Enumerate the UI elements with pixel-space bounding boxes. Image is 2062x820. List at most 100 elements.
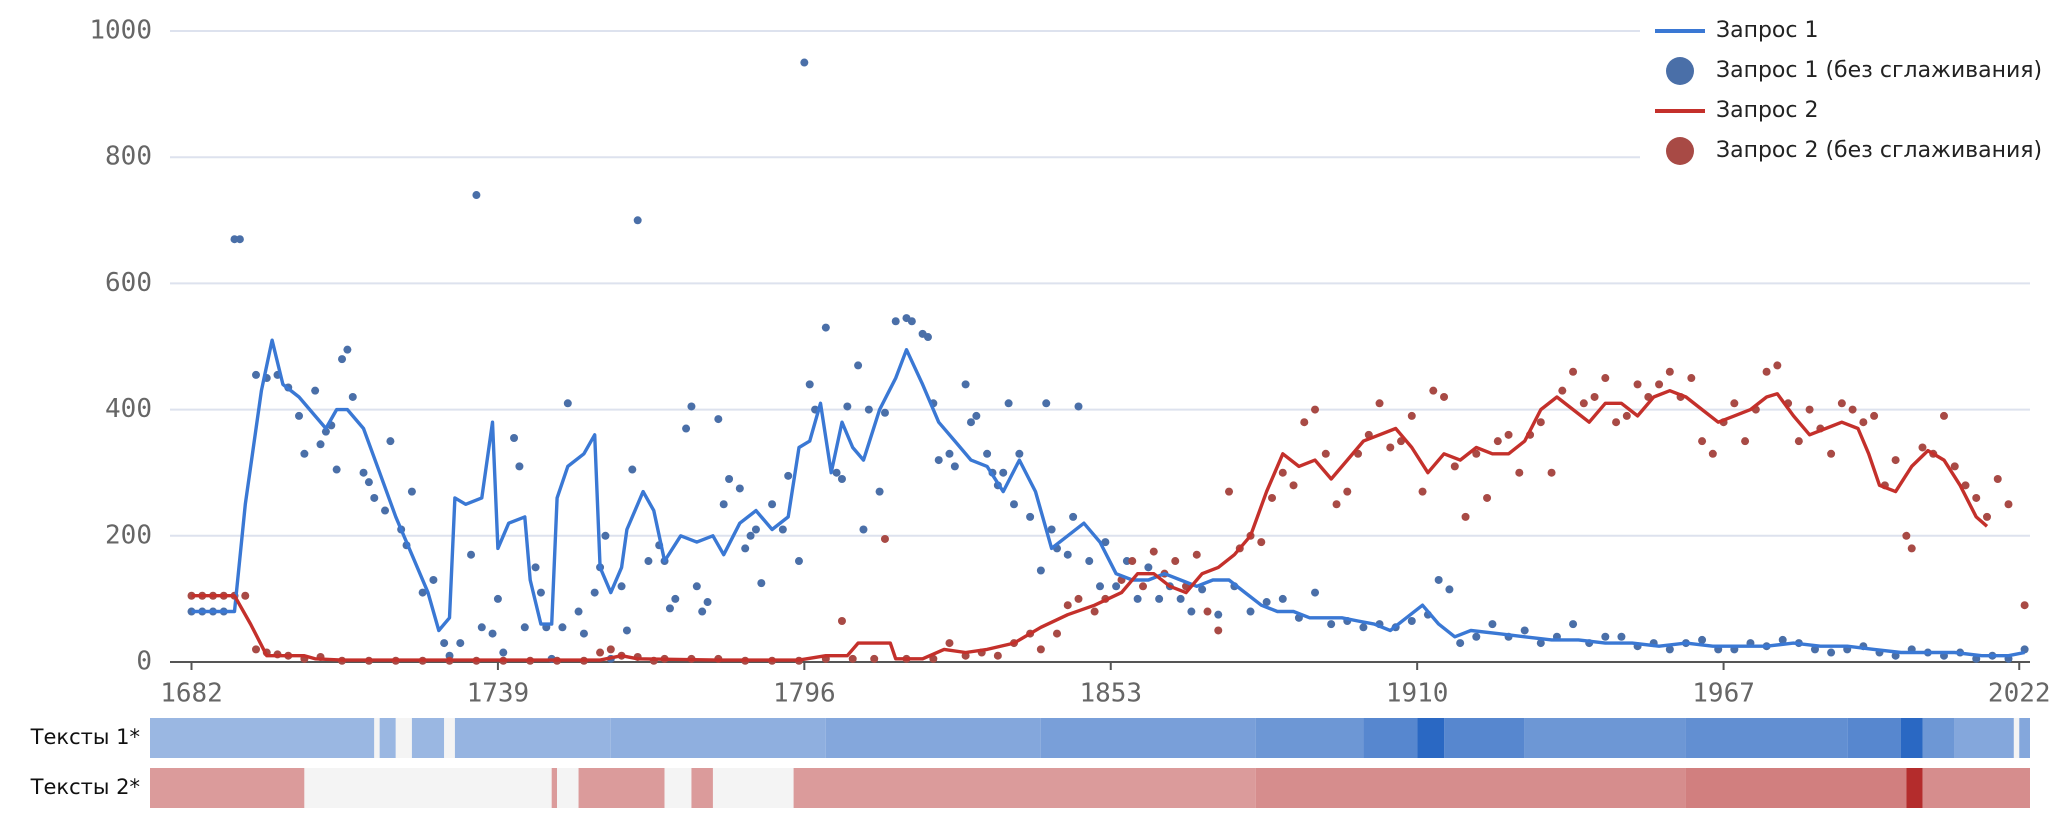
- point: [381, 506, 390, 515]
- point: [800, 58, 809, 67]
- point: [386, 437, 395, 446]
- strip-cell: [825, 718, 1041, 758]
- point: [1536, 639, 1545, 648]
- strip-cell: [2019, 718, 2030, 758]
- point: [628, 465, 637, 474]
- point: [1085, 557, 1094, 566]
- line: [191, 338, 2025, 658]
- point: [1972, 493, 1981, 502]
- legend-swatch: [1666, 137, 1694, 165]
- point: [1074, 594, 1083, 603]
- y-tick-label: 600: [105, 268, 152, 298]
- point: [880, 408, 889, 417]
- point: [1579, 399, 1588, 408]
- point: [1047, 525, 1056, 534]
- point: [1762, 367, 1771, 376]
- point: [633, 216, 642, 225]
- point: [1311, 588, 1320, 597]
- point: [1187, 607, 1196, 616]
- point: [1036, 566, 1045, 575]
- point: [1622, 411, 1631, 420]
- legend-background: [1640, 8, 2062, 176]
- point: [1407, 411, 1416, 420]
- point: [1434, 575, 1443, 584]
- point: [778, 525, 787, 534]
- point: [805, 380, 814, 389]
- point: [252, 645, 261, 654]
- point: [1698, 437, 1707, 446]
- point: [1569, 367, 1578, 376]
- point: [934, 456, 943, 465]
- point: [837, 475, 846, 484]
- point: [1891, 456, 1900, 465]
- strip-cell: [374, 718, 380, 758]
- point: [1429, 386, 1438, 395]
- point: [945, 449, 954, 458]
- point: [1343, 487, 1352, 496]
- point: [1074, 402, 1083, 411]
- point: [907, 317, 916, 326]
- point: [1773, 361, 1782, 370]
- point: [536, 588, 545, 597]
- strip-cell: [551, 768, 558, 808]
- y-tick-label: 800: [105, 142, 152, 172]
- legend-label: Запрос 2 (без сглаживания): [1716, 138, 2042, 163]
- point: [235, 235, 244, 244]
- point: [1112, 582, 1121, 591]
- point: [735, 484, 744, 493]
- strip-label: Тексты 1*: [30, 725, 140, 749]
- point: [1982, 512, 1991, 521]
- point: [343, 345, 352, 354]
- x-tick-label: 1853: [1079, 679, 1142, 709]
- point: [794, 557, 803, 566]
- point: [671, 594, 680, 603]
- point: [1698, 635, 1707, 644]
- point: [510, 433, 519, 442]
- point: [1493, 437, 1502, 446]
- point: [966, 418, 975, 427]
- point: [1036, 645, 1045, 654]
- point: [1009, 500, 1018, 509]
- point: [1633, 380, 1642, 389]
- point: [574, 607, 583, 616]
- point: [983, 449, 992, 458]
- point: [1488, 620, 1497, 629]
- strip-cell: [1255, 768, 1686, 808]
- strip-cell: [1685, 718, 1848, 758]
- y-tick-label: 200: [105, 520, 152, 550]
- point: [1993, 475, 2002, 484]
- point: [1214, 610, 1223, 619]
- point: [1655, 380, 1664, 389]
- point: [1730, 399, 1739, 408]
- point: [1902, 531, 1911, 540]
- point: [1569, 620, 1578, 629]
- point: [1687, 374, 1696, 383]
- strip-cell: [557, 768, 579, 808]
- point: [1246, 607, 1255, 616]
- x-tick-label: 1682: [160, 679, 223, 709]
- point: [848, 654, 857, 663]
- point: [311, 386, 320, 395]
- point: [1128, 557, 1137, 566]
- point: [316, 440, 325, 449]
- point: [1837, 399, 1846, 408]
- point: [1375, 399, 1384, 408]
- point: [1601, 374, 1610, 383]
- point: [596, 648, 605, 657]
- point: [1778, 635, 1787, 644]
- point: [1004, 399, 1013, 408]
- point: [961, 380, 970, 389]
- point: [531, 563, 540, 572]
- strip-cell: [578, 768, 665, 808]
- strip-cell: [1847, 718, 1901, 758]
- point: [1139, 582, 1148, 591]
- point: [622, 626, 631, 635]
- point: [488, 629, 497, 638]
- point: [1504, 430, 1513, 439]
- strip-cell: [150, 718, 375, 758]
- point: [1483, 493, 1492, 502]
- point: [950, 462, 959, 471]
- point: [1918, 443, 1927, 452]
- point: [1332, 500, 1341, 509]
- strip-cell: [379, 718, 396, 758]
